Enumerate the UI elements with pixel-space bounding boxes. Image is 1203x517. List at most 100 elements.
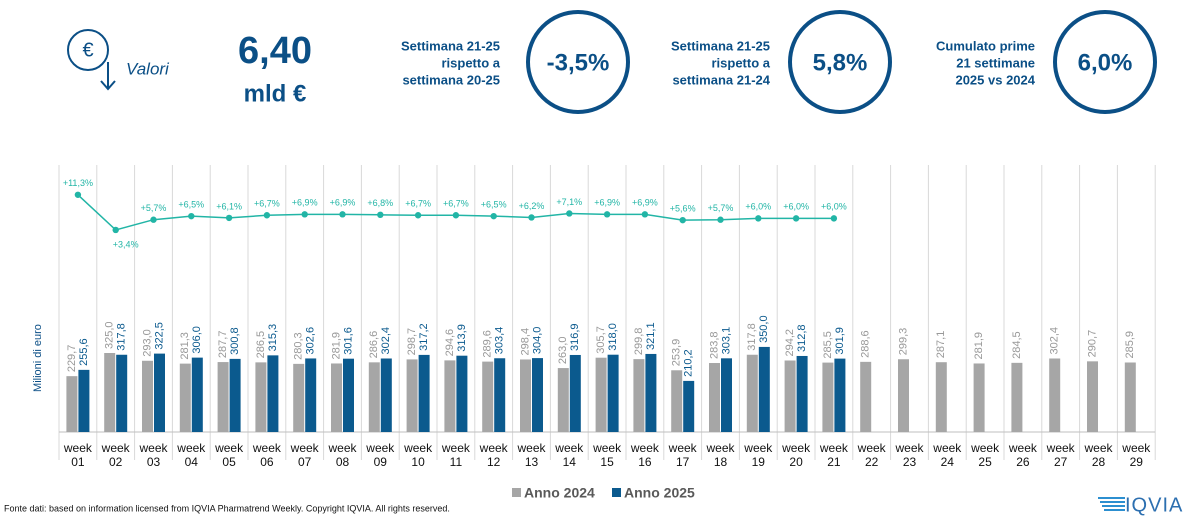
bar-value-label: 253,9 xyxy=(671,339,683,367)
bar xyxy=(557,368,569,432)
bar xyxy=(305,358,317,432)
x-tick-label: week 09 xyxy=(366,441,395,469)
bar-value-label: 289,6 xyxy=(482,330,494,358)
bar xyxy=(406,359,418,432)
bar-value-label: 317,8 xyxy=(746,323,758,351)
x-tick-label: week 06 xyxy=(252,441,281,469)
bar xyxy=(444,360,456,432)
growth-point xyxy=(414,212,422,219)
bar-value-label: 286,6 xyxy=(368,331,380,359)
bar-value-label: 294,2 xyxy=(784,329,796,357)
bar-value-label: 290,7 xyxy=(1086,330,1098,358)
growth-label: +5,6% xyxy=(670,204,696,214)
x-tick-label: week 16 xyxy=(630,441,659,469)
bar xyxy=(331,363,342,432)
bar xyxy=(822,362,834,432)
headline-value: 6,40 xyxy=(238,30,312,72)
growth-point xyxy=(792,215,800,222)
growth-label: +6,7% xyxy=(405,199,431,209)
bar-value-label: 285,9 xyxy=(1124,331,1136,359)
bar xyxy=(116,354,128,432)
bar-value-label: 302,6 xyxy=(305,327,317,355)
x-tick-label: week 19 xyxy=(744,441,773,469)
growth-point xyxy=(830,215,838,222)
bar xyxy=(229,358,241,432)
bar xyxy=(255,362,267,432)
bar-value-label: 263,0 xyxy=(557,337,569,365)
bar xyxy=(796,355,808,432)
x-tick-label: week 29 xyxy=(1122,441,1151,469)
bar-value-label: 301,6 xyxy=(342,327,354,355)
bar-value-label: 293,0 xyxy=(141,329,153,357)
bar-value-label: 300,8 xyxy=(229,327,241,355)
bar-value-label: 301,9 xyxy=(834,327,846,355)
bar xyxy=(1124,362,1136,432)
growth-point xyxy=(225,214,233,222)
bar-value-label: 285,5 xyxy=(822,331,834,359)
bar-value-label: 306,0 xyxy=(191,326,203,354)
bar xyxy=(104,353,116,432)
bar-value-label: 302,4 xyxy=(1049,327,1061,355)
x-tick-label: week 17 xyxy=(668,441,697,469)
growth-label: +6,0% xyxy=(783,202,809,212)
bar xyxy=(973,363,985,432)
growth-point xyxy=(603,211,611,218)
bar xyxy=(267,355,279,432)
bar-value-label: 304,0 xyxy=(531,327,543,355)
bar-value-label: 287,7 xyxy=(217,331,229,359)
x-tick-label: week 08 xyxy=(328,441,357,469)
x-tick-label: week 25 xyxy=(971,441,1000,469)
growth-label: +7,1% xyxy=(556,197,582,207)
growth-label: +6,1% xyxy=(216,201,242,211)
growth-point xyxy=(566,210,573,217)
x-tick-label: week 23 xyxy=(895,441,924,469)
x-tick-label: week 14 xyxy=(555,441,584,469)
bar xyxy=(683,380,695,432)
bar-value-label: 316,9 xyxy=(569,323,581,351)
growth-label: +6,0% xyxy=(821,202,847,212)
growth-label: +11,3% xyxy=(63,178,93,188)
icon-label: Valori xyxy=(126,59,170,78)
bar xyxy=(1049,358,1061,432)
x-tick-label: week 18 xyxy=(706,441,735,469)
bar xyxy=(860,361,872,432)
bar xyxy=(935,362,947,432)
growth-point xyxy=(112,226,119,234)
kpi-text: settimana 20-25 xyxy=(402,72,500,87)
bar-value-label: 255,6 xyxy=(78,338,90,366)
growth-point xyxy=(452,212,460,219)
kpi-circle xyxy=(526,10,630,114)
bar-value-label: 325,0 xyxy=(104,321,116,349)
bar xyxy=(520,359,531,432)
kpi-value: -3,5% xyxy=(547,49,610,76)
bar xyxy=(482,361,494,432)
growth-point xyxy=(490,212,497,220)
bar-value-label: 283,8 xyxy=(708,331,720,359)
kpi-text: Settimana 21-25 xyxy=(671,38,770,53)
bar xyxy=(142,360,153,432)
kpi-text: 21 settimane xyxy=(956,55,1035,70)
bar-value-label: 229,7 xyxy=(66,345,78,373)
x-tick-label: week 21 xyxy=(819,441,848,469)
x-tick-label: week 12 xyxy=(479,441,508,469)
bar xyxy=(671,370,683,432)
growth-point xyxy=(301,211,308,218)
icon-glyph: € xyxy=(82,39,93,61)
bar-value-label: 305,7 xyxy=(595,326,607,354)
growth-point xyxy=(377,211,384,219)
growth-point xyxy=(641,211,649,218)
bar xyxy=(784,360,796,432)
bar-value-label: 322,5 xyxy=(153,322,165,350)
kpi-text: Settimana 21-25 xyxy=(401,38,500,53)
legend-label: Anno 2025 xyxy=(624,485,695,501)
x-tick-label: week 07 xyxy=(290,441,319,469)
kpi-text: 2025 vs 2024 xyxy=(955,72,1035,87)
x-tick-label: week 11 xyxy=(441,441,470,469)
bar-value-label: 281,9 xyxy=(973,332,985,360)
growth-point xyxy=(188,212,195,220)
growth-point xyxy=(679,216,686,224)
growth-label: +6,9% xyxy=(292,198,318,208)
growth-label: +6,0% xyxy=(745,202,771,212)
